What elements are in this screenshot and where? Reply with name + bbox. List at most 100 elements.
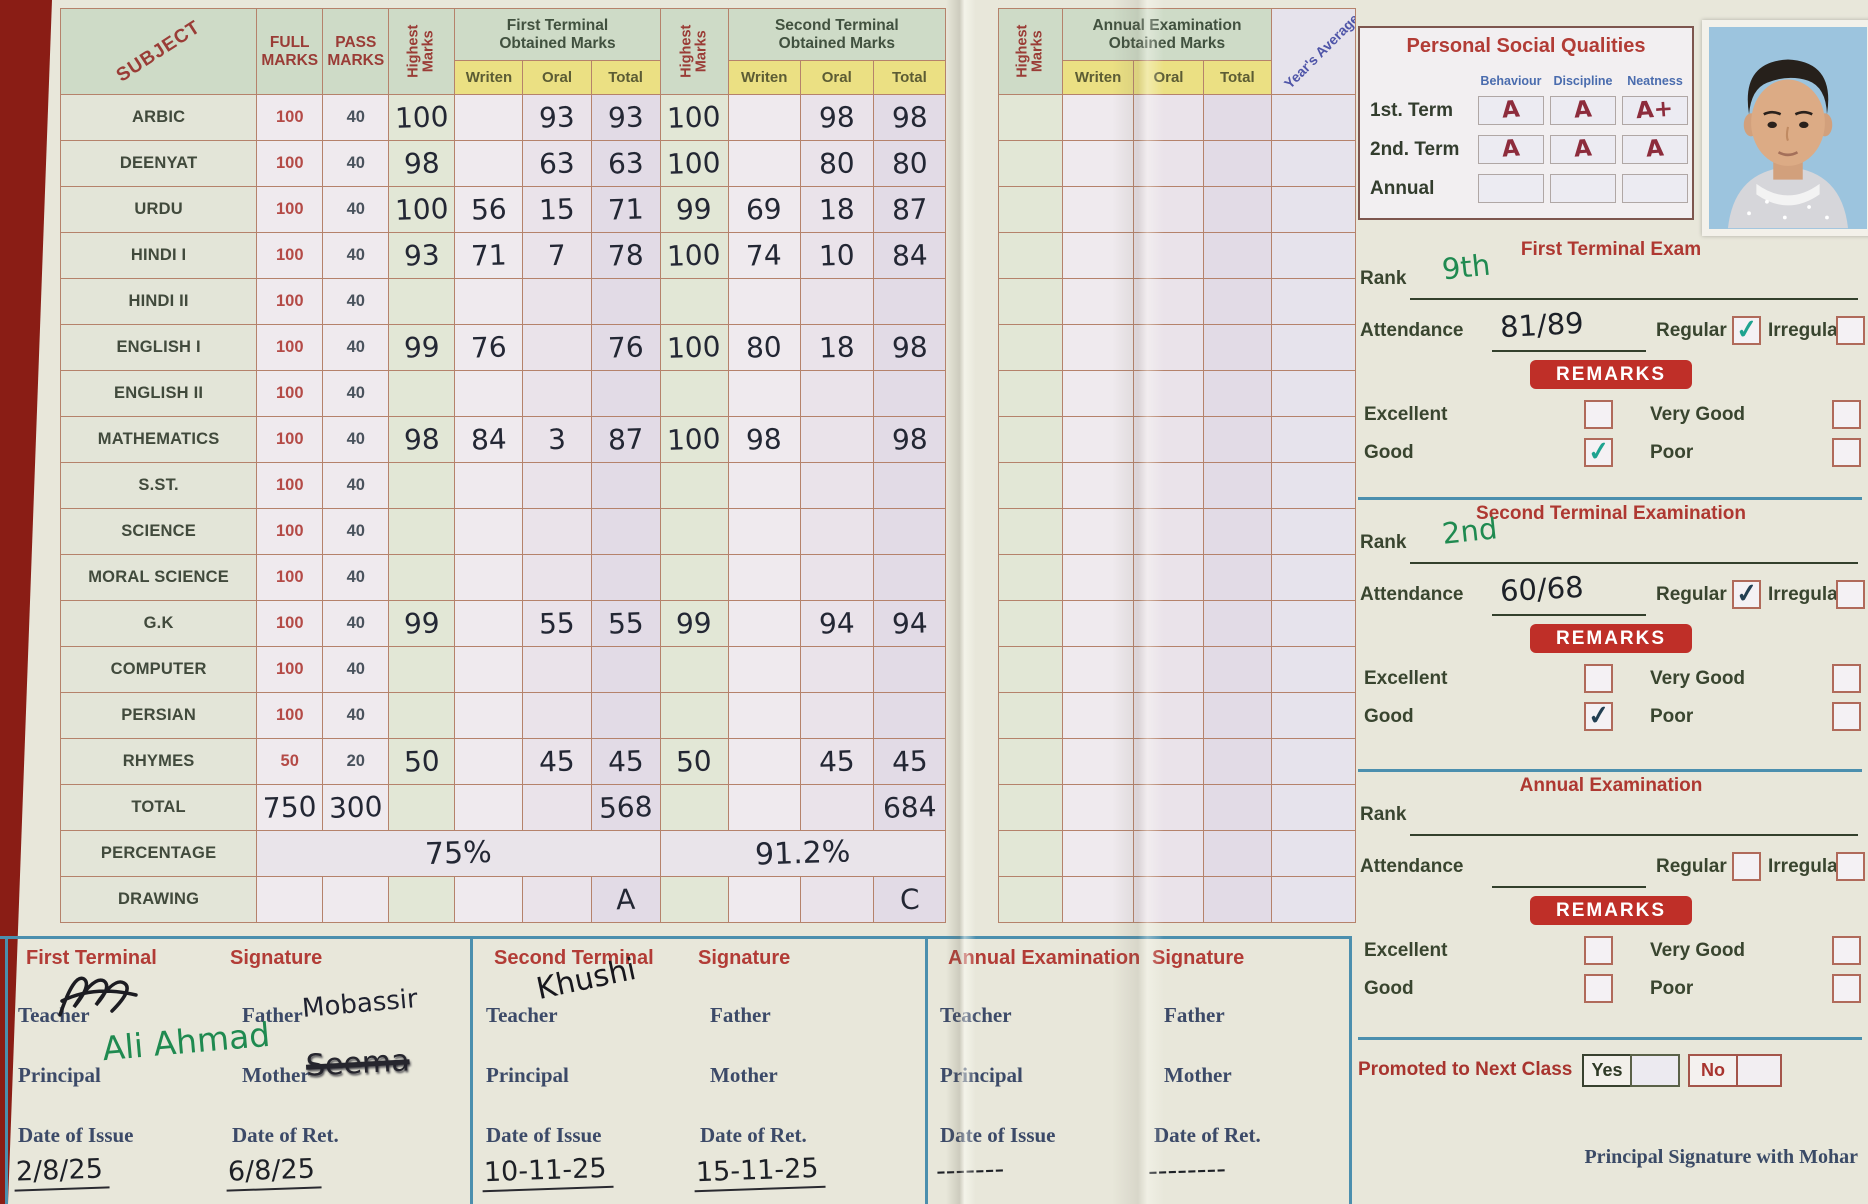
mark-cell — [454, 600, 524, 647]
date-of-issue-value: ------- — [935, 1153, 1005, 1188]
annual-mark-cell — [997, 784, 1064, 831]
annual-mark-cell — [1203, 554, 1272, 601]
checkbox — [1836, 852, 1865, 881]
annual-mark-cell — [997, 554, 1064, 601]
marks-table: SUBJECT FULL MARKS PASS MARKS Highest Ma… — [59, 8, 947, 923]
total-header-1: Total — [590, 60, 661, 95]
annual-mark-cell — [1132, 416, 1205, 463]
mark-cell — [659, 646, 729, 693]
rank-value: 2nd — [1440, 511, 1499, 551]
mark-cell: 98 — [872, 94, 947, 141]
mark-cell: 45 — [872, 738, 947, 785]
mark-cell: 69 — [727, 186, 801, 233]
mark-cell: 100 — [256, 600, 324, 647]
annual-mark-cell — [1270, 554, 1357, 601]
signature-section-title: First Terminal — [26, 947, 157, 969]
mark-cell — [522, 692, 592, 739]
mark-cell: 93 — [590, 94, 661, 141]
father-label: Father — [710, 1003, 771, 1027]
rank-label: Rank — [1360, 268, 1407, 289]
annual-row — [997, 462, 1357, 509]
promoted-yes-label-box: Yes — [1582, 1054, 1632, 1087]
check-mark-icon: ✓ — [1586, 434, 1611, 468]
mark-cell: 100 — [659, 140, 729, 187]
mark-cell — [454, 692, 524, 739]
mark-cell — [727, 876, 801, 923]
psq-grade-cell: A — [1550, 135, 1616, 164]
subject-cell: MATHEMATICS — [59, 416, 258, 463]
annual-row — [997, 692, 1357, 739]
psq-row: 2nd. Term A A A — [1368, 135, 1688, 167]
total-header-2: Total — [872, 60, 947, 95]
attendance-underline — [1492, 886, 1646, 888]
mark-cell: 40 — [322, 94, 390, 141]
mark-cell: 98 — [872, 324, 947, 371]
check-mark-icon: ✓ — [1586, 698, 1611, 732]
divider-left — [5, 936, 8, 1204]
annual-row — [997, 830, 1357, 877]
subject-cell: DRAWING — [59, 876, 258, 923]
psq-row-label: Annual — [1370, 178, 1435, 199]
annual-mark-cell — [997, 508, 1064, 555]
remark-label: Excellent — [1364, 668, 1448, 689]
rank-underline — [1410, 562, 1858, 564]
psq-grade-cell: A — [1478, 135, 1544, 164]
checkbox — [1836, 580, 1865, 609]
remark-label: Poor — [1650, 978, 1694, 999]
marks-row: HINDI II 100 40 — [59, 278, 947, 325]
mark-cell: 63 — [590, 140, 661, 187]
mark-cell — [590, 278, 661, 325]
mark-cell — [522, 876, 592, 923]
annual-mark-cell — [997, 646, 1064, 693]
signature-section-title: Annual Examination — [948, 947, 1141, 969]
mark-cell: 78 — [590, 232, 661, 279]
date-of-issue-label: Date of Issue — [940, 1123, 1056, 1147]
mark-cell — [727, 508, 801, 555]
mark-cell — [590, 462, 661, 509]
marks-row: S.ST. 100 40 — [59, 462, 947, 509]
annual-mark-cell — [1203, 140, 1272, 187]
first-terminal-header: First Terminal Obtained Marks — [454, 8, 661, 61]
annual-mark-cell — [1062, 738, 1134, 785]
mark-cell: 94 — [799, 600, 874, 647]
attendance-label: Attendance — [1360, 584, 1464, 605]
mark-cell: 93 — [522, 94, 592, 141]
mark-cell — [727, 462, 801, 509]
subject-cell: PERCENTAGE — [59, 830, 258, 877]
psq-grade-cell: A — [1478, 96, 1544, 125]
annual-mark-cell — [1270, 94, 1357, 141]
annual-mark-cell — [1132, 278, 1205, 325]
regular-label: Regular — [1656, 856, 1727, 877]
psq-title: Personal Social Qualities — [1406, 35, 1646, 57]
mark-cell — [727, 738, 801, 785]
mark-cell: 45 — [590, 738, 661, 785]
annual-mark-cell — [1203, 416, 1272, 463]
mark-cell: 100 — [256, 646, 324, 693]
annual-oral-header: Oral — [1132, 60, 1205, 95]
annual-mark-cell — [997, 600, 1064, 647]
annual-mark-cell — [1132, 692, 1205, 739]
annual-mark-cell — [1062, 830, 1134, 877]
mark-cell: 100 — [659, 324, 729, 371]
mark-cell: 100 — [659, 416, 729, 463]
mark-cell: 100 — [256, 186, 324, 233]
annual-mark-cell — [1270, 646, 1357, 693]
psq-grade-cell: A+ — [1622, 96, 1688, 125]
mark-cell — [388, 278, 456, 325]
signature-section: First Terminal Signature Teacher Father Prin… — [10, 939, 465, 1204]
signature-heading: Signature — [698, 947, 791, 969]
annual-mark-cell — [1132, 186, 1205, 233]
mark-cell: 94 — [872, 600, 947, 647]
annual-row — [997, 278, 1357, 325]
annual-mark-cell — [997, 462, 1064, 509]
annual-mark-cell — [1270, 830, 1357, 877]
date-of-ret-value: -------- — [1147, 1153, 1227, 1188]
annual-mark-cell — [1062, 600, 1134, 647]
marks-row: COMPUTER 100 40 — [59, 646, 947, 693]
date-of-ret-value: 15-11-25 — [693, 1152, 826, 1193]
mark-cell: 40 — [322, 600, 390, 647]
marks-row: G.K 100 40 99 55 55 99 94 94 — [59, 600, 947, 647]
annual-mark-cell — [1270, 186, 1357, 233]
annual-mark-cell — [1270, 462, 1357, 509]
